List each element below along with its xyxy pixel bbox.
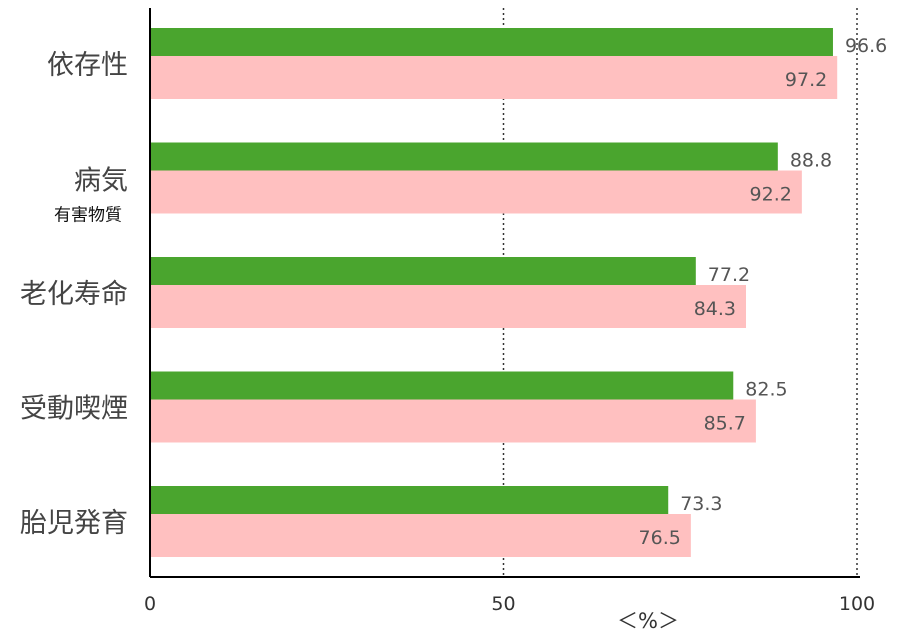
bar-green-2	[150, 257, 696, 285]
bar-pink-0	[150, 56, 838, 99]
value-label-pink-3: 85.7	[704, 413, 746, 435]
category-label-4: 胎児発育	[20, 508, 128, 539]
bar-green-4	[150, 486, 669, 514]
bar-green-1	[150, 142, 778, 171]
bars	[150, 28, 838, 557]
category-label-1: 病気	[74, 166, 128, 197]
category-label-0: 依存性	[47, 50, 128, 81]
bar-pink-1	[150, 170, 802, 214]
value-label-pink-2: 84.3	[694, 298, 736, 320]
x-tick-labels: 0 50 100	[144, 593, 875, 615]
x-axis-unit-label: ＜%＞	[617, 609, 679, 633]
x-tick-label-0: 0	[144, 593, 156, 615]
bar-green-3	[150, 371, 734, 400]
axes	[149, 8, 860, 578]
value-label-green-0: 96.6	[845, 35, 887, 57]
category-sublabel-1: 有害物質	[54, 206, 122, 226]
value-label-pink-0: 97.2	[785, 69, 827, 91]
value-label-green-2: 77.2	[708, 264, 750, 286]
category-label-3: 受動喫煙	[20, 394, 128, 425]
bar-pink-2	[150, 285, 747, 328]
value-labels: 96.6 97.2 88.8 92.2 77.2 84.3 82.5 85.7 73.3 76.5	[639, 35, 888, 549]
bar-pink-4	[150, 514, 691, 557]
value-label-green-1: 88.8	[790, 150, 832, 172]
value-label-pink-1: 92.2	[750, 184, 792, 206]
bar-pink-3	[150, 399, 756, 443]
value-label-green-3: 82.5	[745, 379, 787, 401]
x-tick-label-100: 100	[839, 593, 875, 615]
value-label-green-4: 73.3	[680, 493, 722, 515]
x-tick-label-50: 50	[491, 593, 515, 615]
category-label-2: 老化寿命	[20, 279, 128, 310]
bar-green-0	[150, 28, 833, 56]
value-label-pink-4: 76.5	[639, 527, 681, 549]
